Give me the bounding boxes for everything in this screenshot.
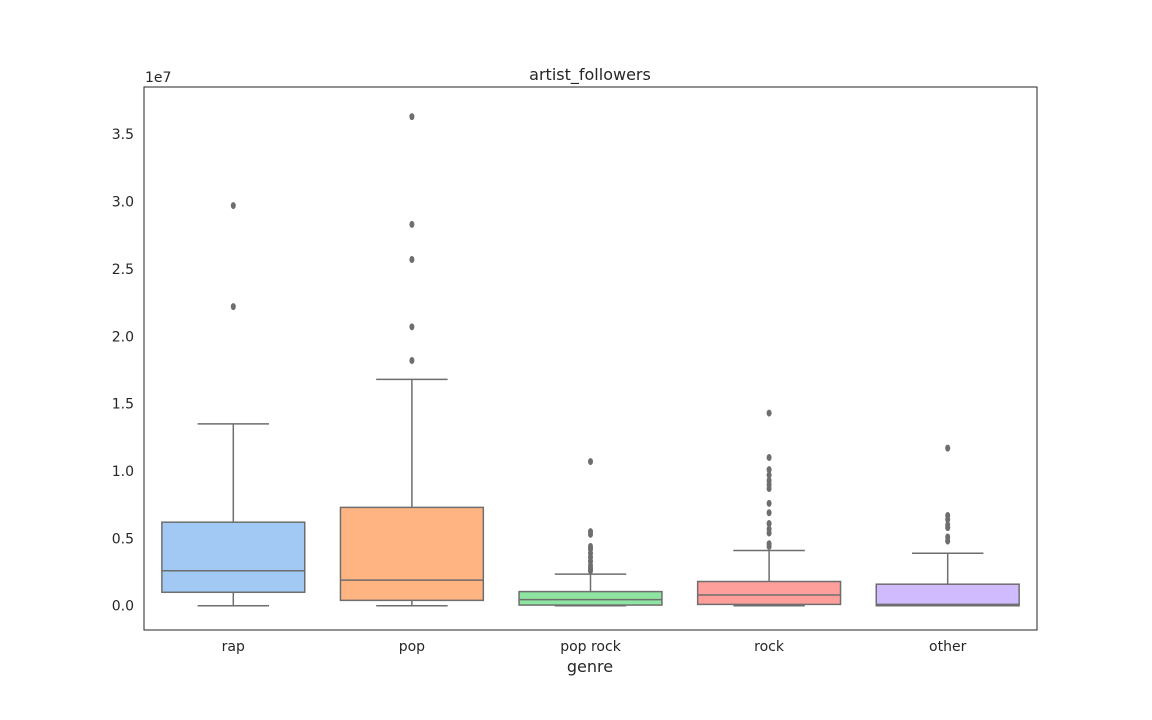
outlier-point — [766, 540, 772, 548]
box-iqr — [696, 580, 842, 606]
outlier-point — [230, 303, 236, 311]
outlier-point — [766, 466, 772, 474]
plot-area-frame — [143, 86, 1038, 631]
outlier-point — [766, 520, 772, 528]
y-tick-label: 0.5 — [112, 531, 134, 547]
y-tick-label: 0.0 — [112, 599, 134, 615]
box-iqr — [518, 590, 663, 606]
outlier-point — [945, 521, 951, 529]
y-tick-label: 3.0 — [112, 195, 134, 211]
outlier-point — [766, 409, 772, 417]
outlier-point — [945, 444, 951, 452]
box-rap — [161, 202, 306, 607]
outlier-point — [766, 476, 772, 484]
outlier-point — [588, 528, 593, 536]
outlier-point — [766, 454, 772, 462]
x-tick-label: other — [929, 639, 967, 655]
y-tick-label: 3.5 — [112, 127, 134, 143]
outlier-point — [766, 471, 772, 479]
outlier-point — [588, 458, 593, 466]
outlier-point — [588, 542, 593, 550]
outlier-point — [409, 220, 415, 228]
outlier-point — [945, 533, 951, 541]
outlier-point — [409, 357, 415, 365]
x-tick-label: pop rock — [560, 639, 622, 655]
outlier-point — [409, 255, 415, 263]
outlier-point — [409, 113, 415, 121]
outlier-point — [766, 499, 772, 507]
x-axis-label: genre — [567, 657, 613, 676]
outlier-point — [766, 525, 772, 533]
y-tick-label: 2.5 — [112, 262, 134, 278]
outlier-point — [409, 323, 415, 331]
x-tick-label: rock — [754, 639, 785, 655]
outlier-point — [230, 202, 236, 210]
box-iqr — [875, 583, 1020, 607]
y-axis-scale-label: 1e7 — [145, 70, 171, 86]
box-pop-rock — [518, 458, 663, 607]
outlier-point — [766, 509, 772, 517]
box-rock — [696, 409, 842, 607]
outlier-point — [945, 511, 951, 519]
chart-title: artist_followers — [529, 65, 651, 85]
box-iqr — [161, 521, 306, 594]
x-tick-label: pop — [399, 639, 425, 655]
box-pop — [339, 113, 485, 607]
y-tick-label: 2.0 — [112, 329, 134, 345]
x-tick-label: rap — [222, 639, 245, 655]
y-tick-label: 1.5 — [112, 397, 134, 413]
box-iqr — [339, 506, 485, 602]
box-other — [875, 444, 1020, 607]
y-tick-label: 1.0 — [112, 464, 134, 480]
